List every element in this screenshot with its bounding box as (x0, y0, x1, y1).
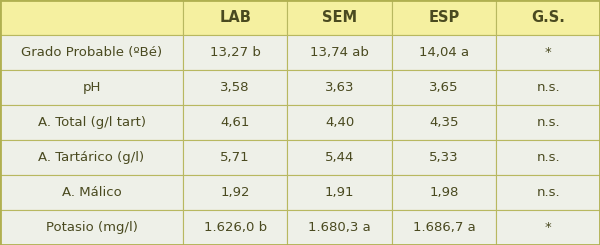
Text: LAB: LAB (219, 10, 251, 25)
Bar (287, 175, 392, 210)
Text: 1.686,7 a: 1.686,7 a (413, 221, 475, 234)
Text: 5,44: 5,44 (325, 151, 354, 164)
Bar (392, 35, 496, 70)
Bar (183, 0, 287, 35)
Text: 13,27 b: 13,27 b (210, 46, 260, 59)
Bar (496, 35, 600, 70)
Bar (287, 70, 392, 105)
Bar (0, 210, 183, 245)
Bar (0, 35, 183, 70)
Bar (0, 0, 183, 35)
Text: Grado Probable (ºBé): Grado Probable (ºBé) (21, 46, 162, 59)
Bar (0, 70, 183, 105)
Bar (0, 175, 183, 210)
Bar (0, 105, 183, 140)
Text: 1.626,0 b: 1.626,0 b (203, 221, 267, 234)
Text: n.s.: n.s. (536, 81, 560, 94)
Text: A. Total (g/l tart): A. Total (g/l tart) (37, 116, 146, 129)
Text: 1,92: 1,92 (220, 186, 250, 199)
Text: n.s.: n.s. (536, 116, 560, 129)
Text: 4,35: 4,35 (429, 116, 459, 129)
Bar (496, 0, 600, 35)
Text: pH: pH (82, 81, 101, 94)
Text: n.s.: n.s. (536, 186, 560, 199)
Text: 1,91: 1,91 (325, 186, 355, 199)
Text: 3,63: 3,63 (325, 81, 355, 94)
Bar (183, 175, 287, 210)
Bar (183, 105, 287, 140)
Text: n.s.: n.s. (536, 151, 560, 164)
Bar (287, 140, 392, 175)
Bar (0, 140, 183, 175)
Text: 4,40: 4,40 (325, 116, 354, 129)
Text: 5,33: 5,33 (429, 151, 459, 164)
Text: 3,58: 3,58 (220, 81, 250, 94)
Text: 1,98: 1,98 (430, 186, 458, 199)
Text: 4,61: 4,61 (221, 116, 250, 129)
Text: 14,04 a: 14,04 a (419, 46, 469, 59)
Text: G.S.: G.S. (531, 10, 565, 25)
Text: ESP: ESP (428, 10, 460, 25)
Bar (287, 105, 392, 140)
Text: SEM: SEM (322, 10, 357, 25)
Text: A. Tartárico (g/l): A. Tartárico (g/l) (38, 151, 145, 164)
Text: Potasio (mg/l): Potasio (mg/l) (46, 221, 137, 234)
Bar (392, 70, 496, 105)
Bar (183, 35, 287, 70)
Text: *: * (545, 46, 551, 59)
Text: 5,71: 5,71 (220, 151, 250, 164)
Bar (287, 0, 392, 35)
Bar (496, 175, 600, 210)
Bar (287, 35, 392, 70)
Bar (287, 210, 392, 245)
Bar (392, 0, 496, 35)
Text: 1.680,3 a: 1.680,3 a (308, 221, 371, 234)
Bar (392, 175, 496, 210)
Bar (392, 140, 496, 175)
Bar (496, 70, 600, 105)
Text: 13,74 ab: 13,74 ab (310, 46, 369, 59)
Bar (392, 210, 496, 245)
Text: A. Málico: A. Málico (62, 186, 121, 199)
Bar (496, 210, 600, 245)
Bar (183, 70, 287, 105)
Bar (496, 105, 600, 140)
Bar (392, 105, 496, 140)
Bar (183, 140, 287, 175)
Bar (496, 140, 600, 175)
Bar (183, 210, 287, 245)
Text: *: * (545, 221, 551, 234)
Text: 3,65: 3,65 (429, 81, 459, 94)
